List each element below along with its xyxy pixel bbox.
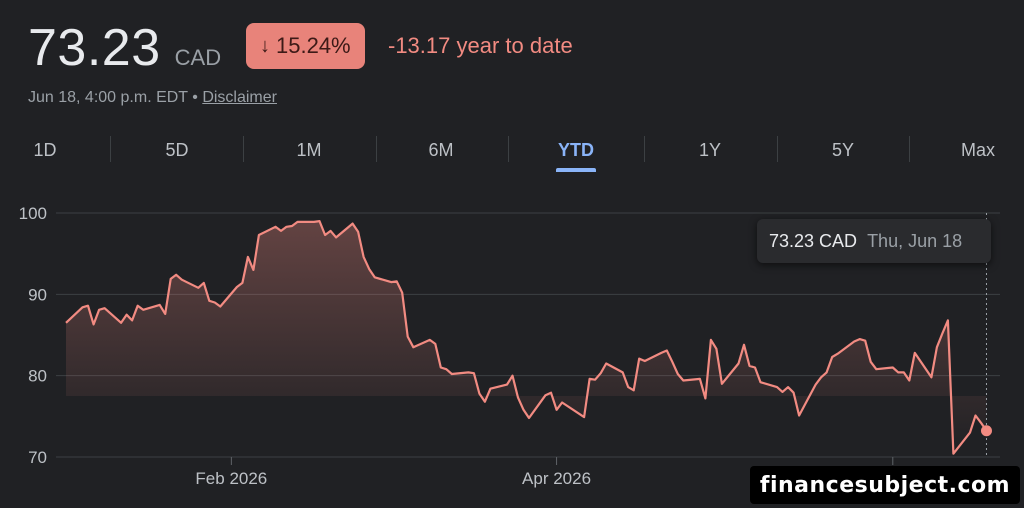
x-tick-label: Apr 2026 <box>522 469 591 488</box>
current-price: 73.23 <box>28 19 161 77</box>
tab-divider <box>508 136 509 162</box>
x-tick-label: Feb 2026 <box>195 469 267 488</box>
tab-divider <box>777 136 778 162</box>
watermark: financesubject.com <box>750 466 1020 504</box>
tab-divider <box>376 136 377 162</box>
price-row: 73.23 CAD <box>28 18 221 78</box>
tab-divider <box>110 136 111 162</box>
price-area-fill <box>66 221 987 454</box>
tab-divider <box>644 136 645 162</box>
tab-5y[interactable]: 5Y <box>831 139 855 160</box>
y-tick-label: 100 <box>19 204 47 223</box>
tab-5d[interactable]: 5D <box>165 139 189 160</box>
tab-1m[interactable]: 1M <box>296 139 322 160</box>
tab-divider <box>909 136 910 162</box>
percent-change-badge: ↓ 15.24% <box>246 23 365 69</box>
timestamp: Jun 18, 4:00 p.m. EDT <box>28 89 188 106</box>
range-tabs: 1D 5D 1M 6M YTD 1Y 5Y Max <box>0 132 1024 174</box>
arrow-down-icon: ↓ <box>260 34 270 57</box>
current-price-point <box>980 425 992 437</box>
tab-max[interactable]: Max <box>960 139 995 160</box>
tab-1d[interactable]: 1D <box>33 139 57 160</box>
tab-1y[interactable]: 1Y <box>698 139 722 160</box>
price-tooltip: 73.23 CAD Thu, Jun 18 <box>757 219 991 263</box>
timestamp-line: Jun 18, 4:00 p.m. EDT • Disclaimer <box>28 89 277 107</box>
tooltip-price: 73.23 CAD <box>769 230 858 251</box>
tab-divider <box>243 136 244 162</box>
ytd-change-text: -13.17 year to date <box>388 33 573 58</box>
currency-label: CAD <box>174 45 222 70</box>
tooltip-date: Thu, Jun 18 <box>867 230 963 251</box>
y-tick-label: 70 <box>28 448 47 467</box>
tab-6m[interactable]: 6M <box>428 139 454 160</box>
tab-ytd[interactable]: YTD <box>558 139 594 160</box>
price-line <box>65 220 988 455</box>
y-tick-label: 80 <box>28 367 47 386</box>
active-tab-indicator <box>556 168 596 172</box>
y-tick-label: 90 <box>28 285 47 304</box>
percent-change: 15.24% <box>276 33 351 58</box>
disclaimer-link[interactable]: Disclaimer <box>202 89 277 106</box>
separator-dot: • <box>192 89 198 106</box>
